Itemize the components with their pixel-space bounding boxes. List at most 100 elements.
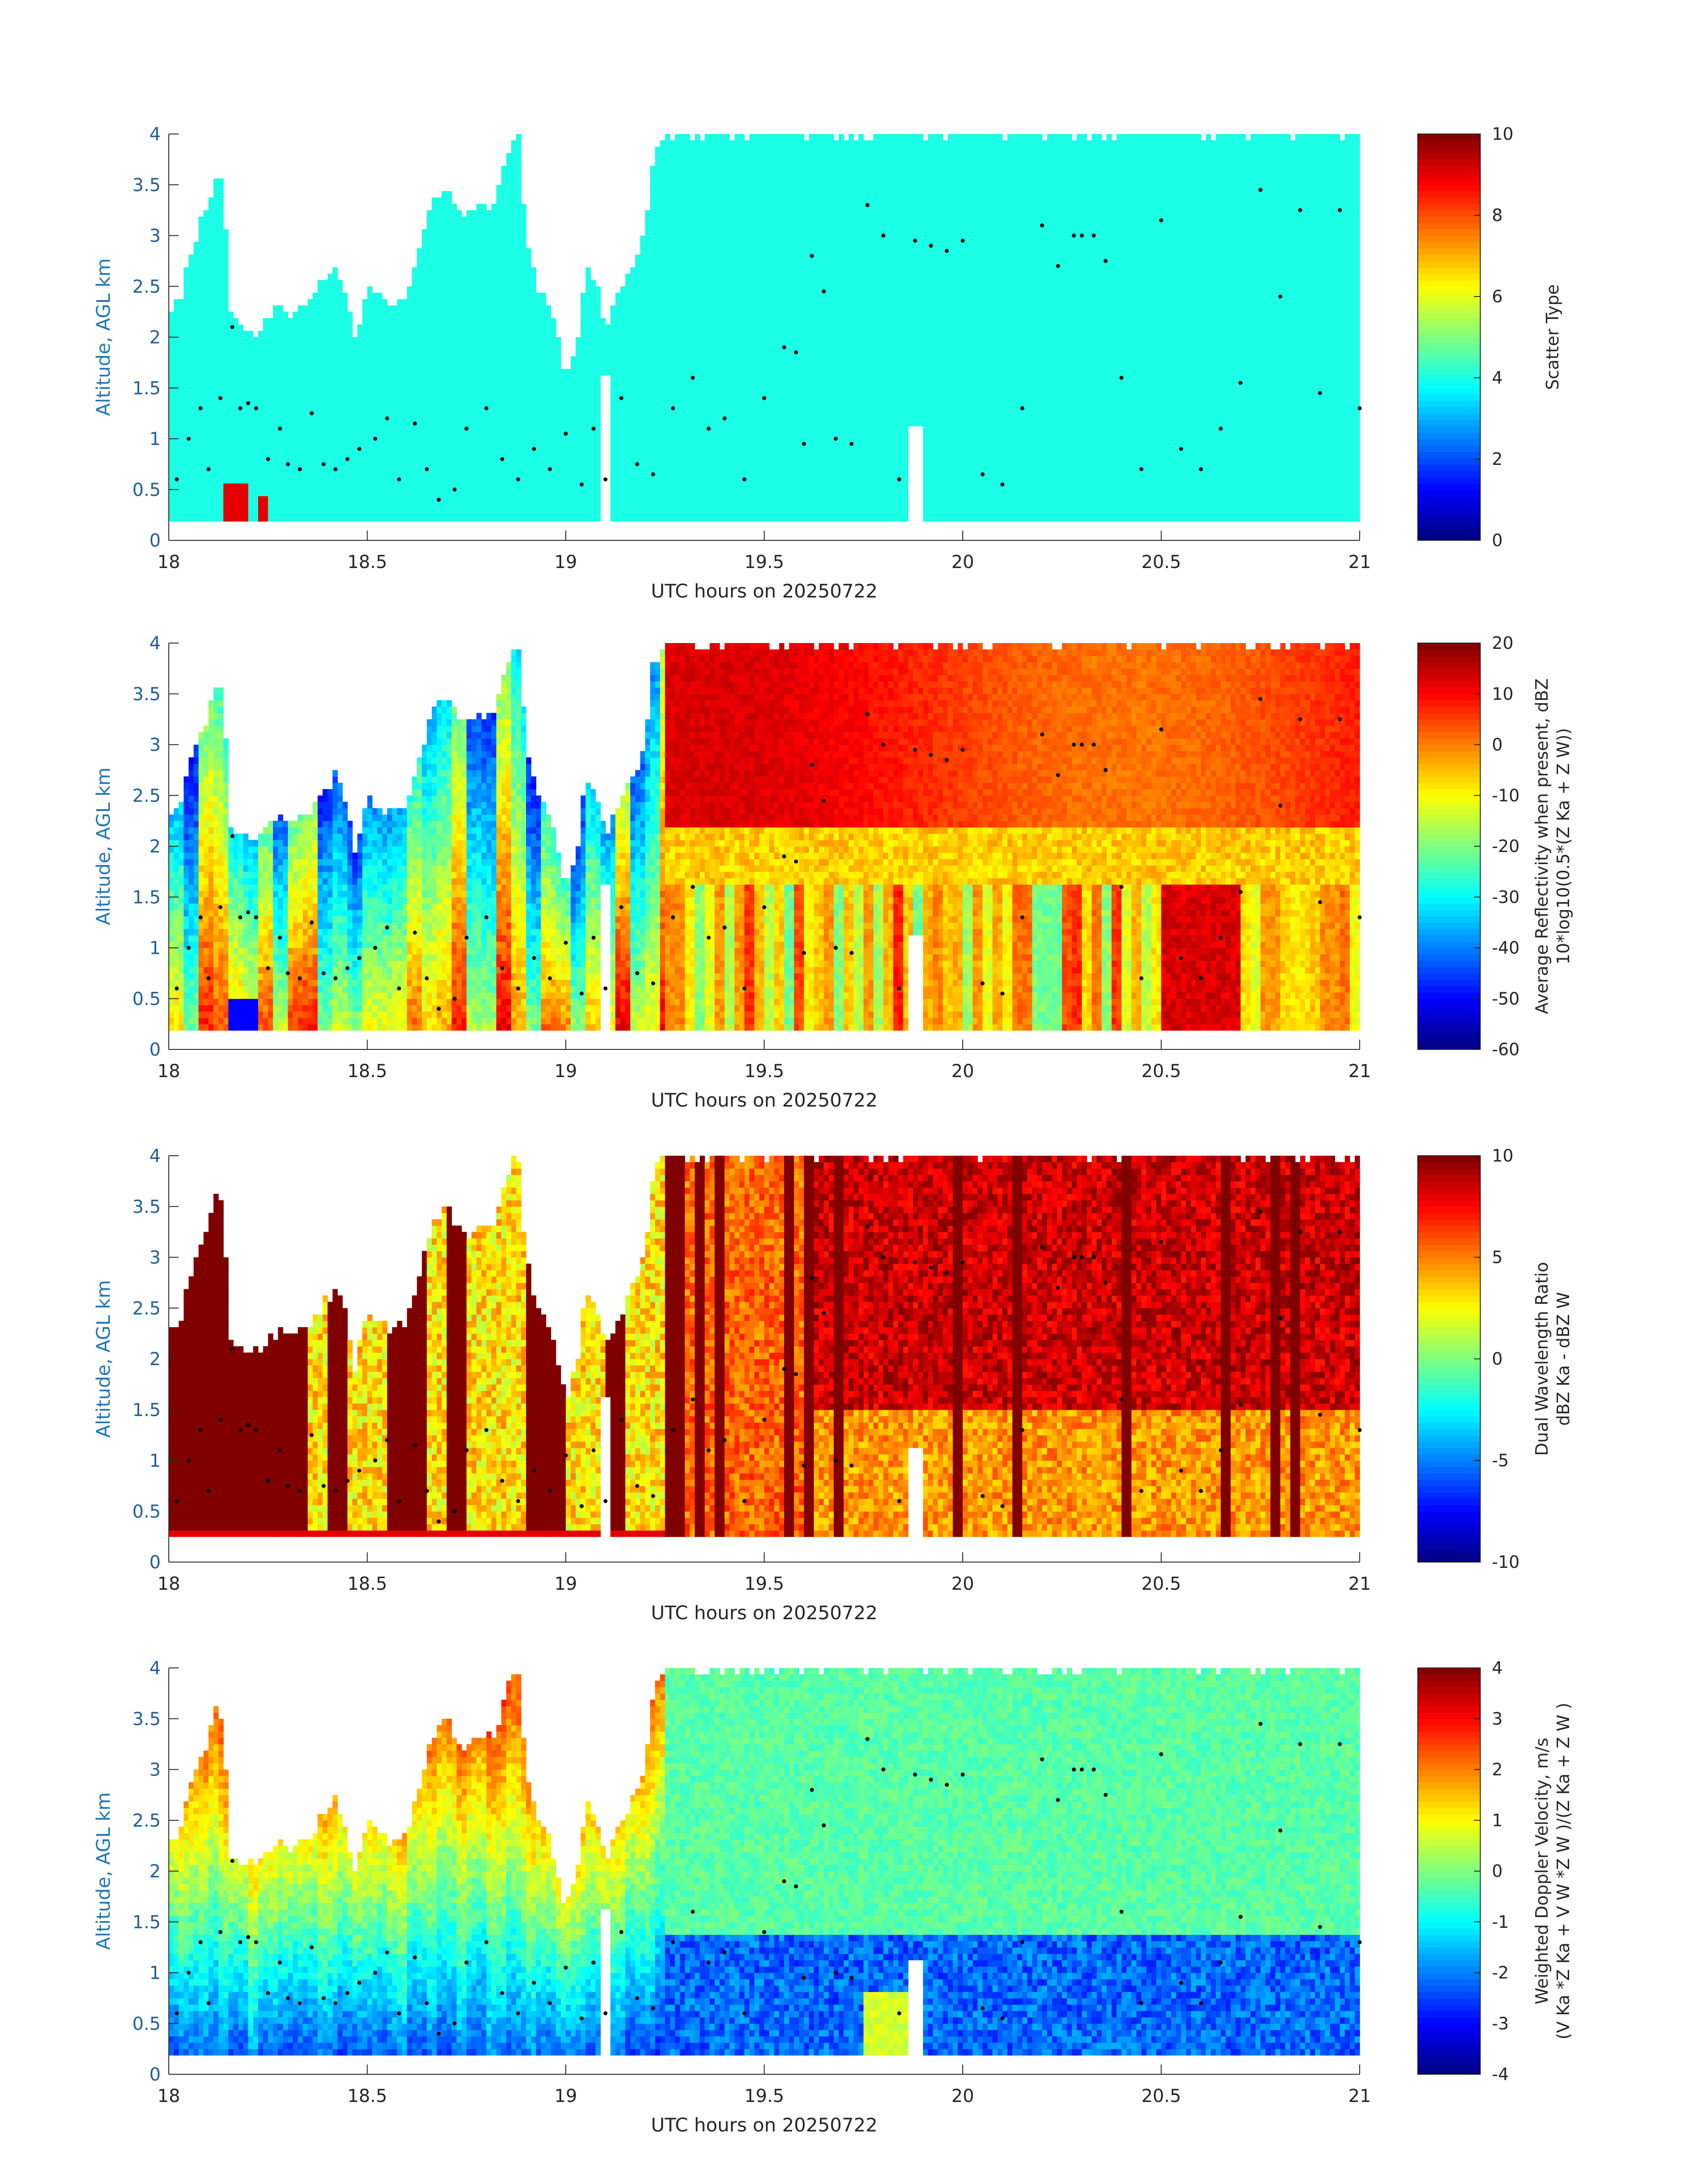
heatmap-cell bbox=[213, 458, 219, 464]
heatmap-cell bbox=[179, 483, 184, 490]
heatmap-cell bbox=[228, 350, 234, 356]
heatmap-cell bbox=[427, 223, 432, 230]
heatmap-cell bbox=[258, 331, 263, 338]
heatmap-cell bbox=[372, 477, 378, 484]
heatmap-cell bbox=[288, 515, 293, 522]
heatmap-cell bbox=[248, 394, 254, 401]
heatmap-cell bbox=[204, 509, 209, 515]
heatmap-cell bbox=[392, 382, 397, 389]
heatmap-cell bbox=[194, 343, 199, 350]
heatmap-cell bbox=[432, 483, 437, 490]
heatmap-cell bbox=[253, 382, 259, 389]
heatmap-cell bbox=[352, 439, 358, 446]
heatmap-cell bbox=[253, 363, 259, 369]
heatmap-cell bbox=[204, 445, 209, 452]
heatmap-cell bbox=[437, 483, 442, 490]
heatmap-cell bbox=[199, 375, 204, 382]
heatmap-cell bbox=[377, 299, 383, 306]
heatmap-cell bbox=[194, 261, 199, 267]
heatmap-cell bbox=[179, 464, 184, 471]
heatmap-cell bbox=[342, 471, 348, 477]
heatmap-cell bbox=[209, 350, 214, 356]
heatmap-cell bbox=[412, 445, 418, 452]
heatmap-cell bbox=[209, 401, 214, 407]
heatmap-cell bbox=[427, 458, 432, 464]
heatmap-cell bbox=[402, 458, 407, 464]
heatmap-cell bbox=[342, 331, 348, 338]
heatmap-cell bbox=[372, 483, 378, 490]
heatmap-cell bbox=[278, 394, 283, 401]
heatmap-cell bbox=[422, 375, 427, 382]
heatmap-cell bbox=[322, 286, 328, 293]
heatmap-cell bbox=[382, 312, 388, 318]
heatmap-cell bbox=[362, 483, 367, 490]
heatmap-cell bbox=[372, 369, 378, 376]
heatmap-cell bbox=[422, 318, 427, 325]
heatmap-cell bbox=[397, 375, 402, 382]
heatmap-cell bbox=[432, 331, 437, 338]
heatmap-cell bbox=[317, 483, 323, 490]
heatmap-cell bbox=[298, 458, 303, 464]
heatmap-cell bbox=[402, 331, 407, 338]
heatmap-cell bbox=[392, 451, 397, 458]
heatmap-cell bbox=[328, 420, 333, 426]
heatmap-cell bbox=[228, 489, 234, 496]
heatmap-cell bbox=[223, 261, 229, 267]
heatmap-cell bbox=[283, 426, 288, 433]
heatmap-cell bbox=[342, 451, 348, 458]
heatmap-cell bbox=[213, 420, 219, 426]
heatmap-cell bbox=[204, 312, 209, 318]
heatmap-cell bbox=[442, 439, 447, 446]
heatmap-cell bbox=[432, 369, 437, 376]
heatmap-cell bbox=[308, 426, 313, 433]
heatmap-cell bbox=[402, 356, 407, 363]
heatmap-cell bbox=[367, 318, 373, 325]
heatmap-cell bbox=[283, 496, 288, 502]
heatmap-cell bbox=[218, 229, 224, 236]
heatmap-cell bbox=[204, 210, 209, 217]
heatmap-cell bbox=[442, 489, 447, 496]
heatmap-cell bbox=[328, 318, 333, 325]
heatmap-cell bbox=[258, 489, 263, 496]
heatmap-cell bbox=[223, 502, 229, 509]
heatmap-cell bbox=[263, 451, 268, 458]
heatmap-cell bbox=[417, 375, 422, 382]
heatmap-cell bbox=[333, 515, 338, 522]
heatmap-cell bbox=[303, 407, 308, 414]
heatmap-cell bbox=[357, 331, 363, 338]
heatmap-cell bbox=[204, 305, 209, 312]
heatmap-cell bbox=[243, 414, 249, 420]
heatmap-cell bbox=[328, 414, 333, 420]
heatmap-cell bbox=[362, 489, 367, 496]
heatmap-cell bbox=[228, 331, 234, 338]
heatmap-cell bbox=[437, 515, 442, 522]
heatmap-cell bbox=[248, 343, 254, 350]
heatmap-cell bbox=[402, 445, 407, 452]
heatmap-cell bbox=[298, 388, 303, 395]
heatmap-cell bbox=[288, 451, 293, 458]
heatmap-cell bbox=[338, 445, 343, 452]
heatmap-cell bbox=[372, 489, 378, 496]
heatmap-cell bbox=[238, 401, 244, 407]
heatmap-cell bbox=[432, 261, 437, 267]
heatmap-cell bbox=[213, 236, 219, 242]
heatmap-cell bbox=[278, 445, 283, 452]
heatmap-cell bbox=[322, 401, 328, 407]
heatmap-cell bbox=[382, 375, 388, 382]
heatmap-cell bbox=[342, 292, 348, 299]
heatmap-cell bbox=[412, 292, 418, 299]
heatmap-cell bbox=[313, 305, 318, 312]
heatmap-cell bbox=[387, 426, 393, 433]
heatmap-cell bbox=[213, 426, 219, 433]
heatmap-cell bbox=[223, 255, 229, 261]
heatmap-cell bbox=[338, 292, 343, 299]
heatmap-cell bbox=[223, 305, 229, 312]
heatmap-cell bbox=[417, 414, 422, 420]
heatmap-cell bbox=[367, 509, 373, 515]
heatmap-cell bbox=[199, 483, 204, 490]
heatmap-cell bbox=[213, 363, 219, 369]
heatmap-cell bbox=[357, 350, 363, 356]
heatmap-cell bbox=[293, 445, 298, 452]
heatmap-cell bbox=[213, 185, 219, 192]
heatmap-cell bbox=[372, 331, 378, 338]
